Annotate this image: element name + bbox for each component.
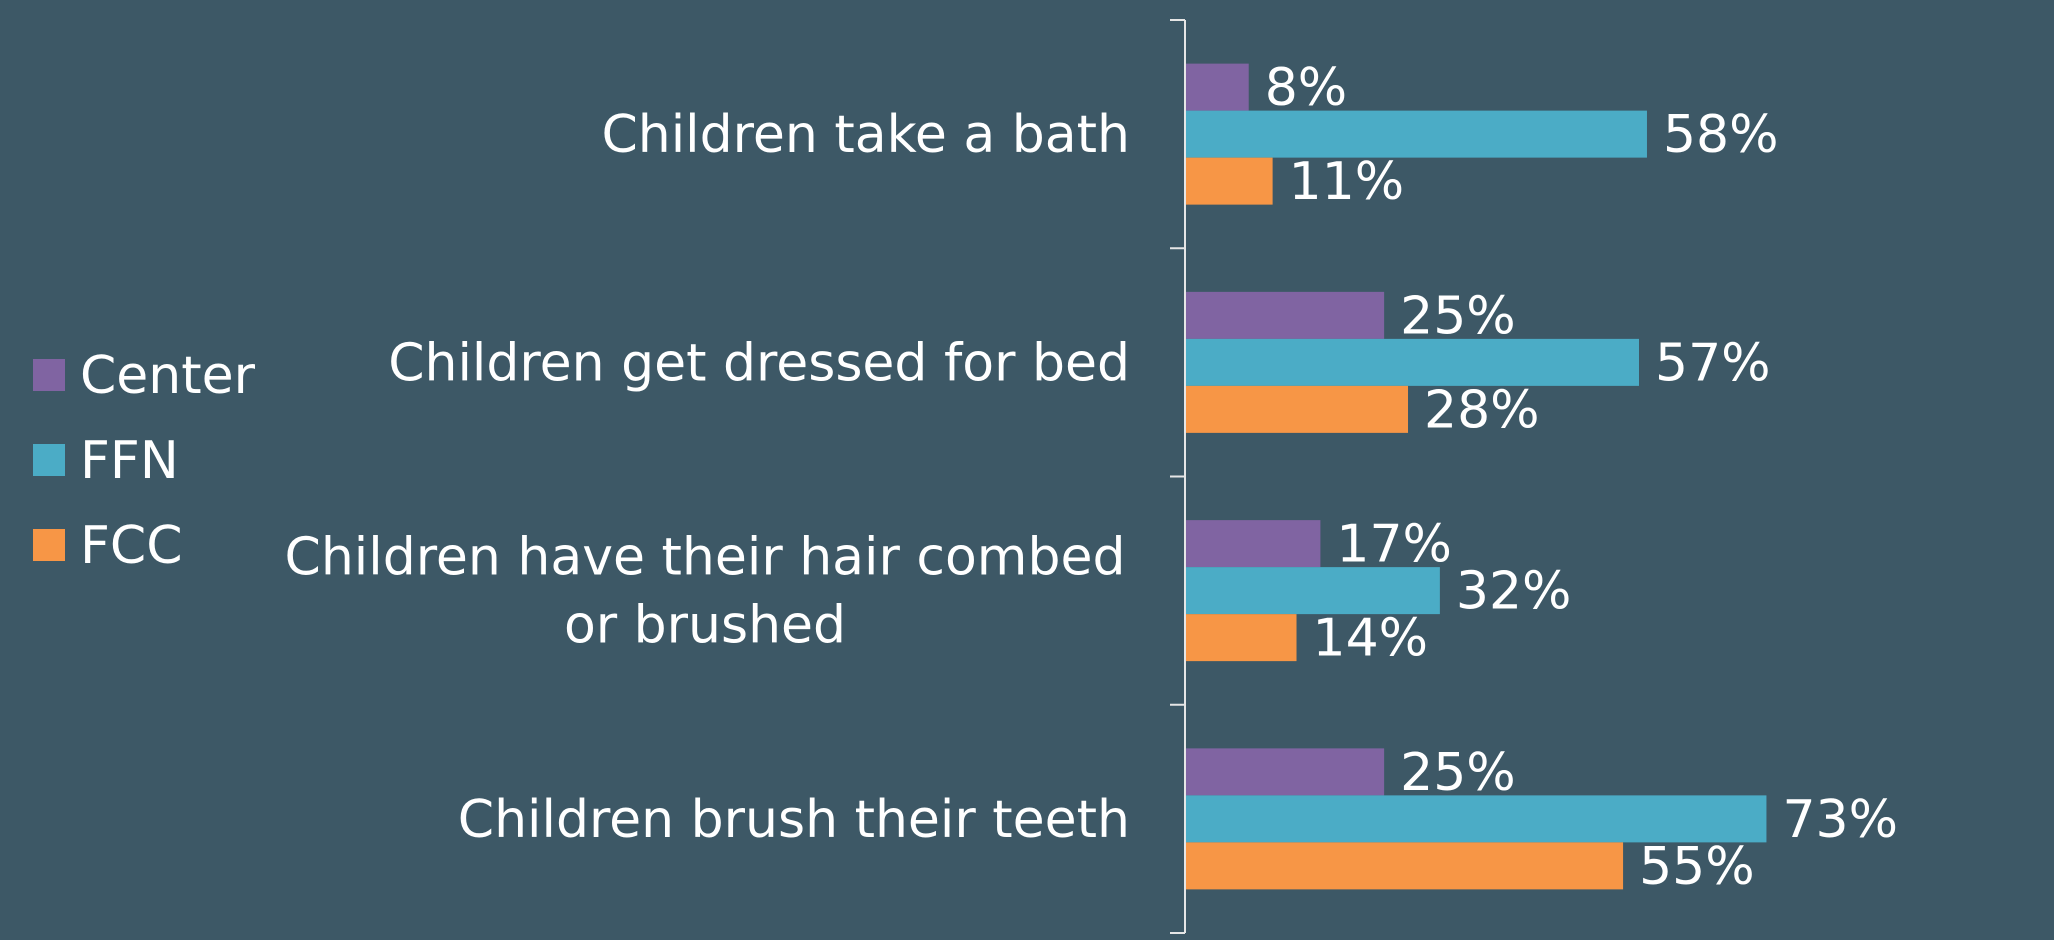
data-label: 11% — [1289, 152, 1405, 212]
legend: Center FFN FCC — [33, 346, 256, 576]
bar-center — [1185, 520, 1321, 568]
legend-label-ffn: FFN — [80, 431, 179, 491]
bar-center — [1185, 291, 1385, 339]
category-label: Children take a bath — [601, 105, 1130, 165]
legend-swatch-fcc — [33, 529, 65, 561]
data-label: 28% — [1424, 380, 1540, 440]
bar-ffn — [1185, 795, 1767, 843]
legend-label-fcc: FCC — [80, 516, 183, 576]
value-labels: 8% 58% 11% 25% 57% 28% 17%32% 14% 25% 73% 55% — [1265, 58, 1898, 897]
category-labels: Children take a bath Children get dressed… — [285, 105, 1130, 850]
category-axis — [1170, 19, 1186, 934]
bar-center — [1185, 748, 1385, 796]
bar-center — [1185, 63, 1249, 111]
data-label: 17% — [1336, 515, 1452, 575]
category-label-line: Children get dressed for bed — [388, 333, 1130, 393]
data-label: 32% — [1456, 562, 1572, 622]
data-label: 73% — [1782, 790, 1898, 850]
data-label: 14% — [1313, 609, 1429, 669]
bar-fcc — [1185, 614, 1297, 662]
data-label: 58% — [1663, 105, 1779, 165]
bar-fcc — [1185, 842, 1624, 890]
bar-fcc — [1185, 157, 1273, 205]
legend-swatch-ffn — [33, 444, 65, 476]
bar-ffn — [1185, 110, 1647, 158]
bar-fcc — [1185, 385, 1409, 433]
data-label: 25% — [1400, 286, 1516, 346]
data-label: 55% — [1639, 837, 1755, 897]
data-label: 8% — [1265, 58, 1348, 118]
bar-ffn — [1185, 338, 1640, 386]
data-label: 25% — [1400, 743, 1516, 803]
category-label: Children brush their teeth — [458, 790, 1130, 850]
bars — [1185, 63, 1767, 890]
category-label: Children have their hair combed or brushe… — [285, 528, 1126, 656]
data-label: 57% — [1655, 333, 1771, 393]
category-label-line: or brushed — [564, 596, 846, 656]
category-label-line: Children have their hair combed — [285, 528, 1126, 588]
category-label-line: Children take a bath — [601, 105, 1130, 165]
bar-ffn — [1185, 567, 1440, 615]
category-label: Children get dressed for bed — [388, 333, 1130, 393]
category-label-line: Children brush their teeth — [458, 790, 1130, 850]
legend-swatch-center — [33, 359, 65, 391]
legend-label-center: Center — [80, 346, 256, 406]
